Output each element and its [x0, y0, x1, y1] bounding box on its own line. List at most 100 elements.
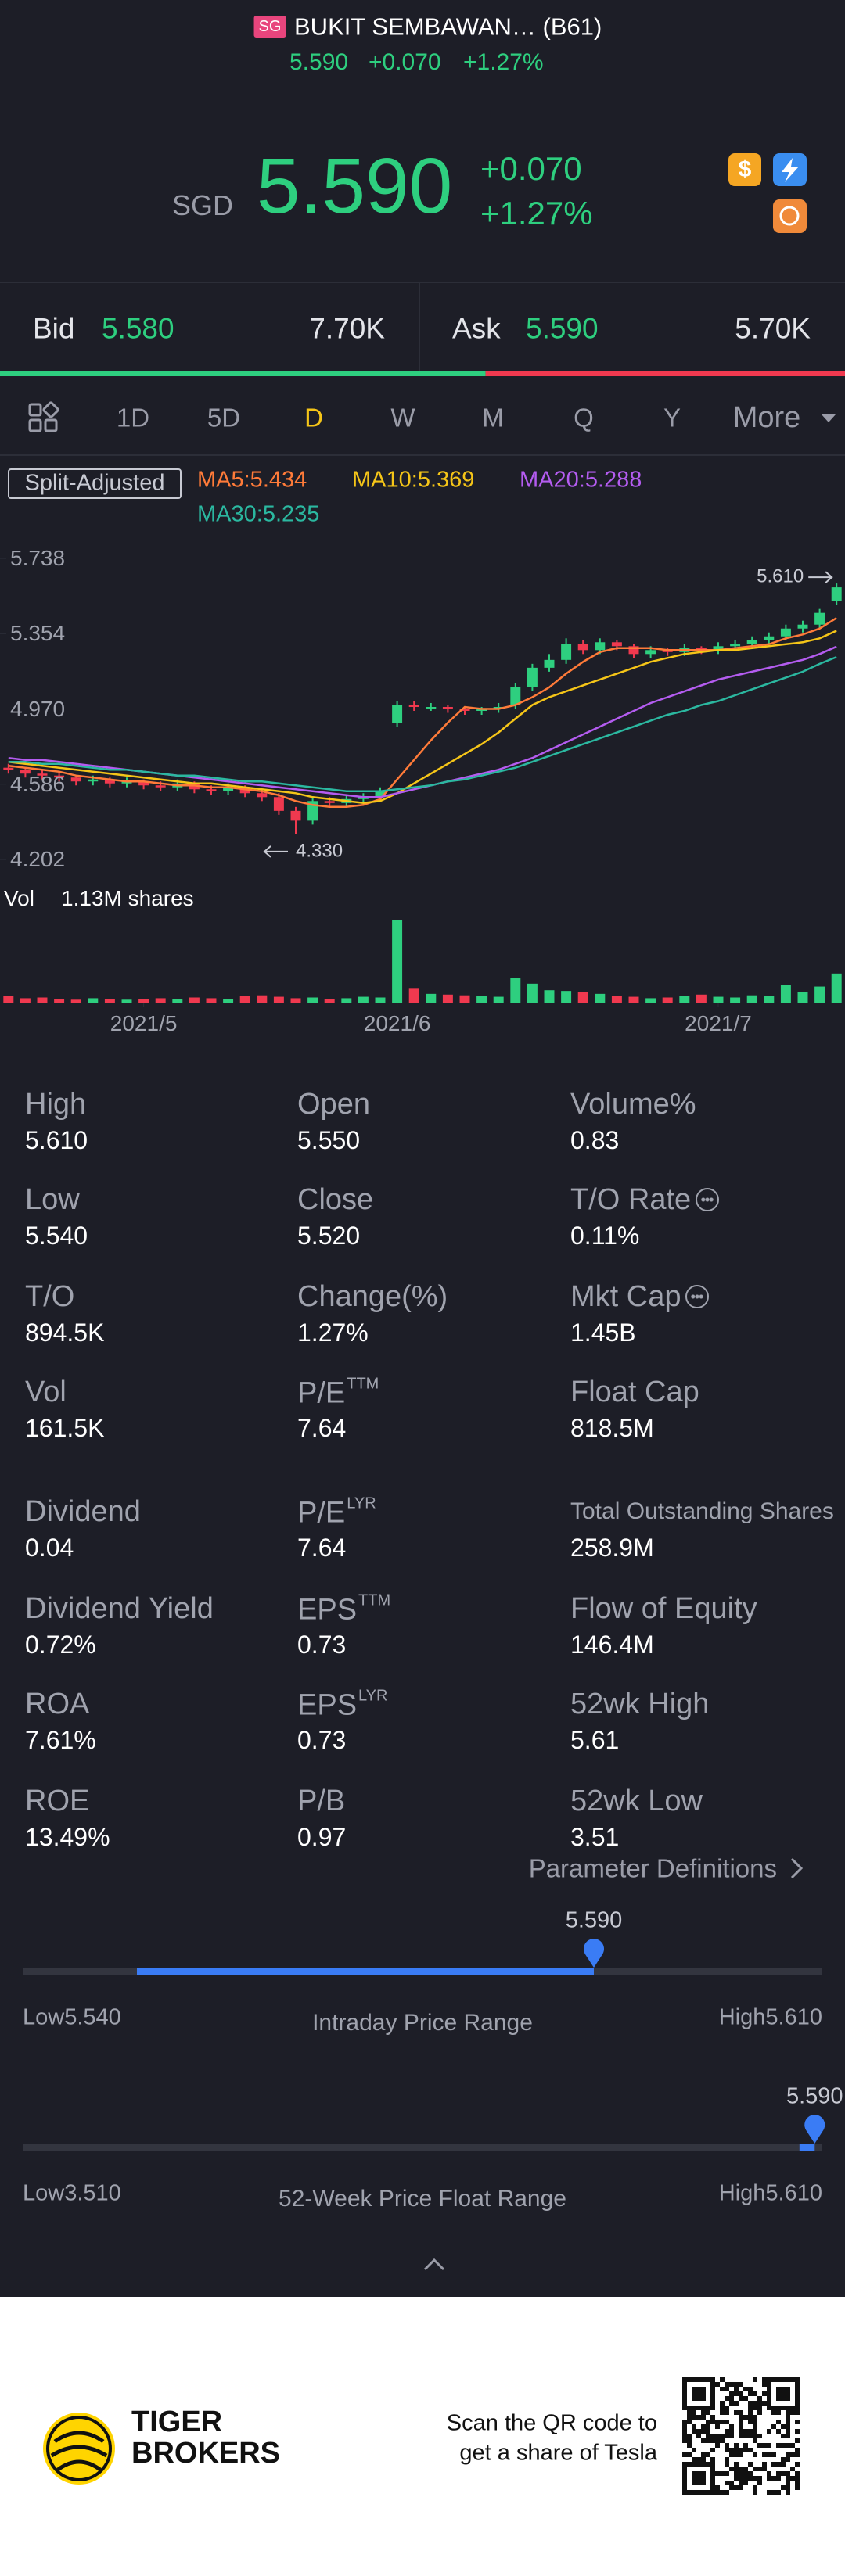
dropdown-arrow[interactable] — [822, 414, 836, 422]
market-badge: SG — [254, 16, 286, 38]
period-tab[interactable]: More — [732, 401, 801, 434]
stat-value: 0.72% — [25, 1631, 96, 1659]
volume-bar — [595, 993, 606, 1003]
stat-label: ROE — [25, 1785, 90, 1817]
info-icon[interactable] — [685, 1285, 710, 1308]
qr-module — [720, 2420, 725, 2424]
volume-bar — [290, 998, 301, 1003]
qr-module — [753, 2415, 757, 2420]
qr-module — [757, 2406, 762, 2410]
chevron-right[interactable] — [790, 1857, 804, 1879]
period-tab[interactable]: W — [390, 403, 415, 432]
qr-module — [795, 2485, 800, 2490]
qr-module — [692, 2457, 696, 2462]
header-price: 5.590 — [289, 49, 349, 75]
legend-entry: MA10:5.369 — [352, 467, 475, 493]
candle-body — [746, 640, 757, 644]
qr-module — [762, 2462, 767, 2467]
stat-label: Total Outstanding Shares — [570, 1498, 834, 1524]
max-arrow — [808, 571, 833, 583]
parameter-link[interactable]: Parameter Definitions — [528, 1853, 777, 1883]
bid-label: Bid — [33, 312, 75, 345]
qr-module — [725, 2429, 729, 2434]
min-label: 4.330 — [296, 840, 343, 861]
qr-module — [739, 2467, 743, 2471]
price-mode-badge[interactable]: Split-Adjusted — [24, 470, 165, 496]
qr-module — [729, 2448, 734, 2452]
period-tab[interactable]: Y — [663, 403, 681, 432]
icon-dollar[interactable] — [728, 153, 761, 186]
qr-module — [753, 2452, 757, 2457]
ask-price: 5.590 — [526, 312, 599, 345]
chevron-up[interactable] — [423, 2258, 445, 2271]
qr-module — [739, 2476, 743, 2481]
period-tab[interactable]: D — [304, 403, 323, 432]
candle-body — [764, 636, 775, 640]
period-tab[interactable]: 5D — [207, 403, 241, 432]
qr-module — [734, 2410, 739, 2415]
qr-module — [786, 2452, 790, 2457]
stat-label: High — [25, 1088, 87, 1121]
stat-value: 3.51 — [570, 1823, 620, 1851]
stat-superscript: LYR — [358, 1687, 388, 1705]
volume-bar — [459, 995, 470, 1003]
qr-module — [757, 2443, 762, 2448]
qr-module — [720, 2377, 725, 2382]
qr-module — [748, 2387, 753, 2391]
qr-module — [790, 2467, 795, 2471]
qr-module — [715, 2424, 720, 2429]
volume-bar — [375, 997, 386, 1003]
volume-bar — [764, 996, 775, 1003]
range-track — [23, 2144, 822, 2151]
change: +0.070 — [480, 150, 582, 187]
footer-bg — [0, 2297, 845, 2576]
qr-module — [682, 2452, 687, 2457]
stat-label: P/B — [297, 1785, 346, 1817]
layout-icon[interactable] — [28, 401, 59, 432]
period-tab[interactable]: Q — [574, 403, 594, 432]
period-tab[interactable]: M — [482, 403, 504, 432]
qr-module — [682, 2420, 687, 2424]
stat-label: P/E TTM — [297, 1375, 379, 1410]
ask-size: 5.70K — [735, 312, 811, 345]
qr-module — [753, 2401, 757, 2406]
qr-module — [687, 2434, 692, 2438]
stat-value: 818.5M — [570, 1414, 654, 1442]
badge-frame[interactable] — [8, 468, 182, 499]
stat-label: T/O — [25, 1280, 75, 1313]
volume-bar — [408, 988, 419, 1003]
promo-text: get a share of Tesla — [459, 2440, 657, 2466]
volume-bar — [442, 994, 453, 1003]
qr-module — [753, 2424, 757, 2429]
quick-icons[interactable]: $ — [728, 153, 807, 233]
legend-entry: MA30:5.235 — [197, 501, 320, 527]
qr-module — [762, 2467, 767, 2471]
qr-finder — [682, 2377, 715, 2410]
info-icon[interactable] — [696, 1188, 720, 1211]
qr-module — [771, 2410, 776, 2415]
volume-bar — [544, 990, 555, 1003]
qr-module — [748, 2471, 753, 2476]
volume-label: Vol — [4, 886, 34, 910]
period-tab[interactable]: 1D — [116, 403, 150, 432]
qr-module — [795, 2438, 800, 2443]
qr-module — [687, 2415, 692, 2420]
qr-module — [706, 2410, 710, 2415]
qr-module — [748, 2401, 753, 2406]
stat-value: 1.45B — [570, 1318, 636, 1347]
stat-value: 0.97 — [297, 1823, 347, 1851]
qr-module — [696, 2415, 701, 2420]
stat-label: Mkt Cap — [570, 1282, 710, 1311]
qr-module — [786, 2481, 790, 2485]
volume-bar — [493, 996, 504, 1003]
stat-label: Close — [297, 1183, 374, 1216]
candle-body — [595, 642, 606, 651]
qr-module — [790, 2476, 795, 2481]
icon-glyph — [782, 158, 799, 182]
qr-module — [776, 2429, 781, 2434]
icon-options[interactable] — [773, 199, 807, 233]
qr-module — [748, 2448, 753, 2452]
qr-module — [729, 2401, 734, 2406]
range-high: High5.610 — [718, 2180, 822, 2206]
